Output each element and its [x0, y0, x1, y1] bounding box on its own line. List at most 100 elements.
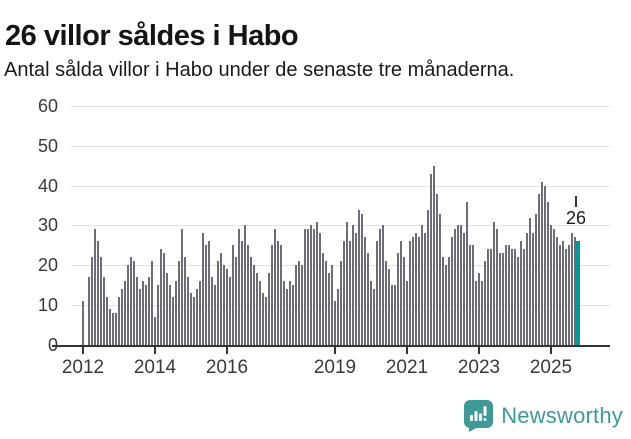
bar [250, 257, 252, 345]
bar [391, 285, 393, 345]
bar [262, 293, 264, 345]
bar [352, 225, 354, 345]
bar [118, 297, 120, 345]
bar [421, 225, 423, 345]
bar [169, 285, 171, 345]
bar [343, 241, 345, 345]
x-axis-tick-label: 2023 [457, 357, 501, 378]
bar [124, 281, 126, 345]
bar [292, 285, 294, 345]
bar [535, 214, 537, 345]
x-axis-line [52, 345, 610, 347]
bar [493, 222, 495, 345]
bar [463, 233, 465, 345]
bar [412, 237, 414, 345]
bar [370, 281, 372, 345]
bar [556, 237, 558, 345]
bar [445, 265, 447, 345]
bar [271, 245, 273, 345]
bar [223, 265, 225, 345]
bar [130, 257, 132, 345]
bar [460, 225, 462, 345]
bar [91, 257, 93, 345]
y-axis-tick-label: 10 [37, 295, 58, 315]
bar [211, 277, 213, 345]
gridline [71, 146, 610, 147]
bar [376, 241, 378, 345]
bar [382, 225, 384, 345]
bar [157, 285, 159, 345]
bar [277, 241, 279, 345]
bar [427, 210, 429, 345]
bar [361, 214, 363, 345]
gridline [71, 106, 610, 107]
bar [142, 281, 144, 345]
bar [520, 241, 522, 345]
bar [247, 245, 249, 345]
bar [553, 229, 555, 345]
bar [496, 229, 498, 345]
bar [559, 245, 561, 345]
bar [109, 309, 111, 345]
bar [385, 261, 387, 345]
bar [439, 214, 441, 345]
bar-chart: 0102030405060201220142016201920212023202… [37, 96, 610, 378]
bar [481, 281, 483, 345]
bar [313, 229, 315, 345]
bar [415, 233, 417, 345]
bar [325, 261, 327, 345]
bar [478, 273, 480, 345]
bar [175, 281, 177, 345]
bar [295, 265, 297, 345]
brand-name: Newsworthy [501, 402, 623, 428]
bar [547, 202, 549, 345]
bar [388, 269, 390, 345]
bar [280, 245, 282, 345]
bar [346, 222, 348, 345]
bar [571, 233, 573, 345]
bar [355, 233, 357, 345]
bar [490, 249, 492, 345]
bar [454, 229, 456, 345]
chart-subtitle: Antal sålda villor i Habo under de senas… [4, 59, 515, 81]
bar [418, 237, 420, 345]
bar [568, 245, 570, 345]
bar [397, 253, 399, 345]
bar [523, 249, 525, 345]
bar [328, 273, 330, 345]
x-axis-tick [550, 347, 552, 354]
bar [505, 245, 507, 345]
bar [283, 281, 285, 345]
bar [82, 301, 84, 345]
bar [151, 261, 153, 345]
bar [337, 289, 339, 345]
bar [442, 257, 444, 345]
bar [406, 281, 408, 345]
x-axis-tick-label: 2014 [133, 357, 177, 378]
bar [529, 218, 531, 345]
bar [322, 253, 324, 345]
bar [403, 257, 405, 345]
bar [136, 277, 138, 345]
bar [190, 293, 192, 345]
bar [232, 245, 234, 345]
bar [544, 186, 546, 345]
bar [202, 233, 204, 345]
bar [196, 289, 198, 345]
newsworthy-logo[interactable]: Newsworthy [463, 399, 623, 432]
annotation-value: 26 [565, 208, 587, 228]
bar [133, 261, 135, 345]
bar [310, 225, 312, 345]
x-axis-tick [478, 347, 480, 354]
bar [487, 249, 489, 345]
bar [541, 182, 543, 345]
bar [349, 241, 351, 345]
bar [409, 241, 411, 345]
bar [187, 277, 189, 345]
bar [424, 233, 426, 345]
bar [112, 313, 114, 345]
bar [139, 289, 141, 345]
y-axis-tick-label: 20 [37, 255, 58, 275]
bar [220, 253, 222, 345]
